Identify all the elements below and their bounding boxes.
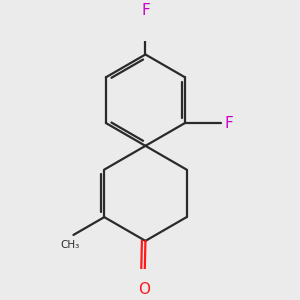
Text: F: F xyxy=(224,116,233,130)
Text: CH₃: CH₃ xyxy=(60,239,80,250)
Text: F: F xyxy=(141,3,150,18)
Text: O: O xyxy=(139,282,151,297)
